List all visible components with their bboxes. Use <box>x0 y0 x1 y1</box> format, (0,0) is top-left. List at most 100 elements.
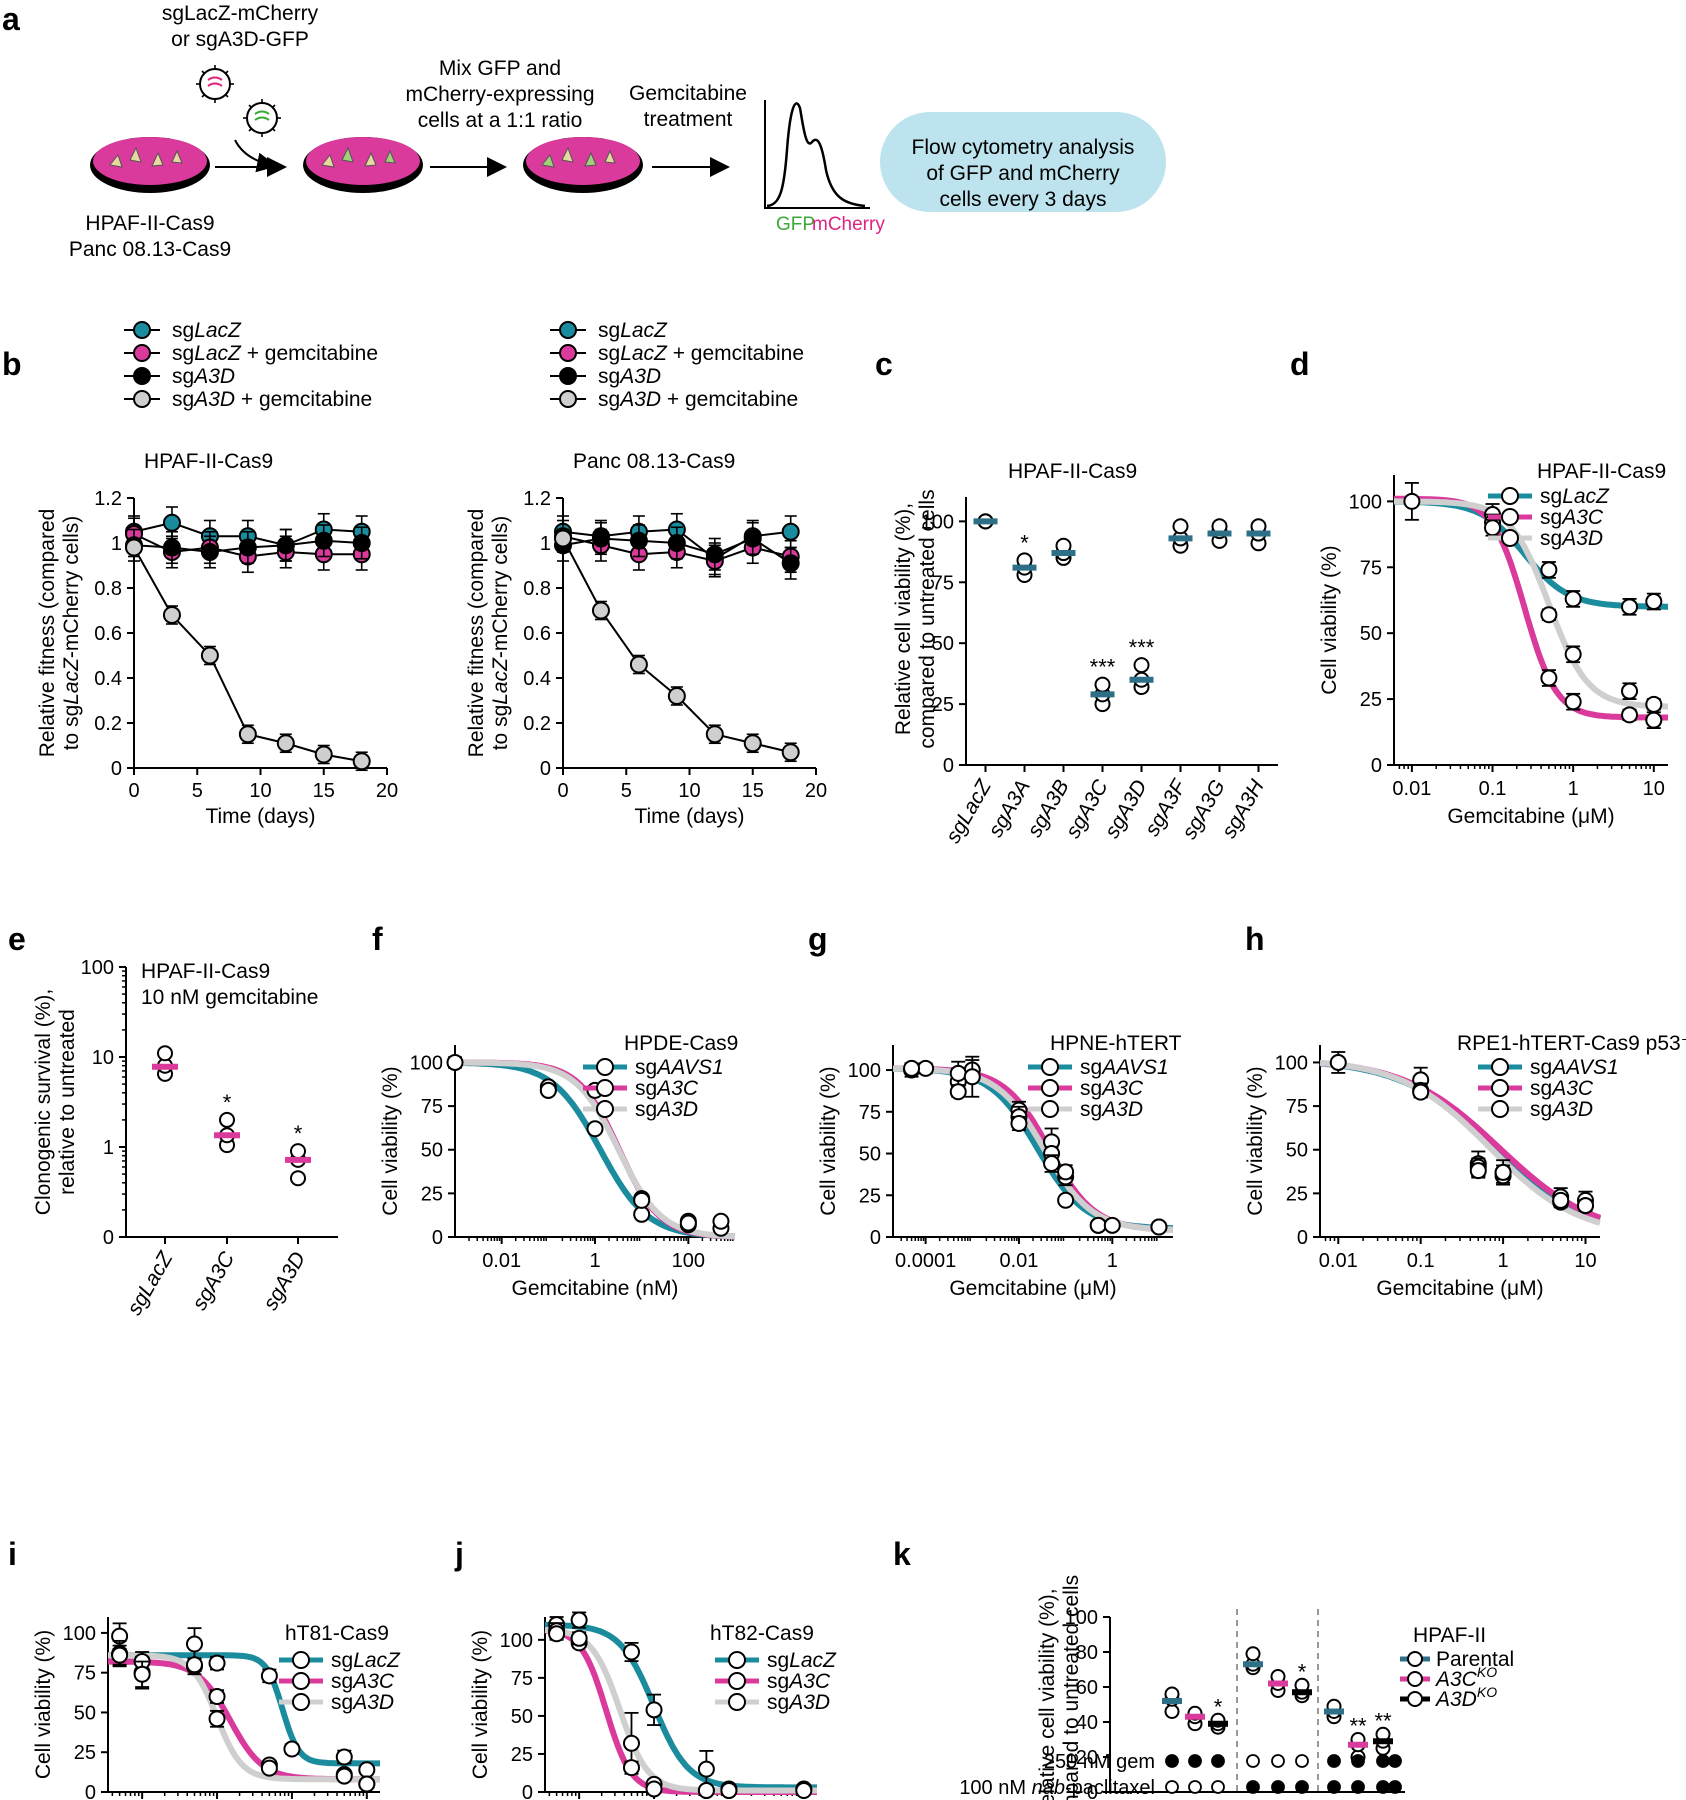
chart-b2-ylabel-2-part: -mCherry cells) <box>489 516 512 658</box>
chart-b1-point <box>238 725 257 744</box>
chart-k-row-label-nab: 100 nM nab-paclitaxel <box>959 1777 1155 1799</box>
chart-g-point <box>949 1083 967 1101</box>
chart-i-legend-label-part: A3D <box>351 1691 394 1714</box>
chart-j-ytick-label: 0 <box>522 1782 533 1800</box>
chart-b1-legend-label-part: sg <box>172 342 194 365</box>
chart-b2-xtick-label: 5 <box>621 780 632 802</box>
chart-f-point <box>633 1191 651 1209</box>
chart-b1-point <box>238 538 257 557</box>
chart-h-xtick-label: 0.01 <box>1319 1250 1358 1272</box>
chart-f-ytick-label: 50 <box>421 1140 443 1162</box>
chart-i-point <box>133 1665 151 1683</box>
chart-d-fit-curve-2 <box>1394 498 1668 710</box>
chart-h-ytick-label: 100 <box>1275 1052 1308 1074</box>
chart-g-legend-marker <box>1041 1079 1059 1097</box>
chart-j-point <box>622 1643 640 1661</box>
chart-b2-legend-label-part: + gemcitabine <box>661 388 798 411</box>
chart-j-point <box>720 1781 738 1799</box>
chart-j-point <box>795 1781 813 1799</box>
chart-f-xlabel: Gemcitabine (nM) <box>512 1277 679 1300</box>
chart-k-gem-indicator <box>1295 1754 1309 1768</box>
chart-j-legend-label-part: sg <box>767 1691 789 1714</box>
chart-b1-ylabel-2-part: -mCherry cells) <box>60 516 83 658</box>
chart-g-ytick-label: 50 <box>859 1144 881 1166</box>
chart-b1-legend-label: sgLacZ <box>172 319 242 342</box>
chart-b2-legend-marker <box>559 367 577 385</box>
chart-b1-ytick-label: 0.8 <box>94 578 122 600</box>
chart-b1-xtick-label: 5 <box>192 780 203 802</box>
chart-i-point <box>283 1740 301 1758</box>
chart-b2-legend-label-part: A3D <box>618 365 661 388</box>
panel-label-f: f <box>372 921 383 957</box>
panel-label-j: j <box>454 1536 464 1572</box>
chart-f-title: HPDE-Cas9 <box>624 1032 738 1055</box>
chart-i-point <box>260 1759 278 1777</box>
chart-e-title-1: HPAF-II-Cas9 <box>141 960 270 983</box>
chart-b2-point <box>705 545 724 564</box>
chart-b1-legend-label-part: + gemcitabine <box>241 342 378 365</box>
chart-b2-point <box>705 725 724 744</box>
treat-text-2: treatment <box>644 108 733 131</box>
chart-b2-ylabel-2: to sgLacZ-mCherry cells) <box>489 516 512 751</box>
chart-c: 0 25 50 75 100 HPAF-II-Cas9 Relative cell viab… <box>892 460 1278 847</box>
chart-h-xtick-label: 0.1 <box>1407 1250 1435 1272</box>
chart-k-significance: ** <box>1349 1714 1367 1739</box>
chart-i-point <box>335 1748 353 1766</box>
chart-g-title: HPNE-hTERT <box>1050 1032 1182 1055</box>
chart-b1-ytick-label: 0.2 <box>94 713 122 735</box>
chart-k-legend-marker <box>1407 1651 1423 1667</box>
chart-f-point <box>633 1205 651 1223</box>
chart-d-xlabel: Gemcitabine (μM) <box>1447 805 1614 828</box>
chart-b2-point <box>667 687 686 705</box>
chart-g-point <box>1103 1216 1121 1234</box>
chart-k-ytick-label: 20 <box>1076 1747 1098 1769</box>
chart-b2-legend-marker <box>559 321 577 339</box>
chart-i-ytick-label: 0 <box>85 1782 96 1800</box>
chart-f-ytick-label: 100 <box>410 1052 443 1074</box>
chart-g-legend-label: sgAAVS1 <box>1080 1056 1169 1079</box>
chart-f-xtick-label: 1 <box>589 1250 600 1272</box>
chart-b2-legend-marker <box>559 390 577 408</box>
chart-e-ytick-label: 1 <box>103 1137 114 1159</box>
chart-j-legend-label-part: A3C <box>787 1670 831 1693</box>
chart-g-point <box>1057 1191 1075 1209</box>
chart-k-gem-indicator <box>1165 1754 1179 1768</box>
chart-b2-legend-label-part: sg <box>598 388 620 411</box>
mix-text-1: Mix GFP and <box>439 57 561 80</box>
chart-b2-ylabel-1: Relative fitness (compared <box>465 509 488 758</box>
chart-b1-legend-label-part: + gemcitabine <box>235 388 372 411</box>
chart-k-nab-indicator <box>1376 1780 1390 1794</box>
chart-b1-ylabel-1: Relative fitness (compared <box>36 509 59 758</box>
chart-h: 0 25 50 75 100 0.01 0.1 1 10 Gemcitabine (μM) Cell… <box>1244 1032 1686 1300</box>
chart-g: 0 25 50 75 100 0.0001 0.01 1 Gemcitabine (μM) Cel… <box>817 1032 1182 1300</box>
chart-k: 0 20 40 60 80 100 Relative cell viability (%),… <box>959 1575 1514 1800</box>
chart-b2-point <box>591 529 610 548</box>
chart-f-point <box>679 1214 697 1232</box>
chart-i-legend-marker <box>292 1672 310 1690</box>
chart-b1-legend-marker <box>133 390 151 408</box>
chart-k-gem-indicator <box>1271 1754 1285 1768</box>
chart-d-xtick-label: 0.01 <box>1392 778 1431 800</box>
chart-b1-xtick-label: 20 <box>376 780 398 802</box>
chart-j-ylabel: Cell viability (%) <box>469 1630 492 1779</box>
chart-k-legend-label-part: A3D <box>1434 1688 1477 1711</box>
chart-i-legend-label-part: sg <box>331 1649 353 1672</box>
chart-k-gem-indicator <box>1246 1754 1260 1768</box>
chart-h-legend-label: sgA3D <box>1530 1098 1593 1121</box>
panel-label-h: h <box>1245 921 1265 957</box>
chart-h-ytick-label: 0 <box>1297 1227 1308 1249</box>
chart-b2-point <box>743 529 762 548</box>
chart-j-legend-label-part: A3D <box>787 1691 830 1714</box>
chart-b1-point <box>314 531 333 550</box>
chart-k-legend-label-part: A3C <box>1434 1668 1478 1691</box>
chart-b1-point <box>162 538 181 557</box>
chart-k-nab-indicator <box>1246 1780 1260 1794</box>
chart-b2-legend-label-part: LacZ <box>620 319 668 342</box>
chart-g-point <box>1150 1218 1168 1236</box>
chart-i-legend-marker <box>292 1651 310 1669</box>
chart-f-ytick-label: 75 <box>421 1096 443 1118</box>
chart-k-legend-label: A3DKO <box>1434 1684 1497 1711</box>
chart-b1-legend-label-part: sg <box>172 388 194 411</box>
chart-g-ytick-label: 75 <box>859 1102 881 1124</box>
chart-j-legend-label: sgA3C <box>767 1670 831 1693</box>
